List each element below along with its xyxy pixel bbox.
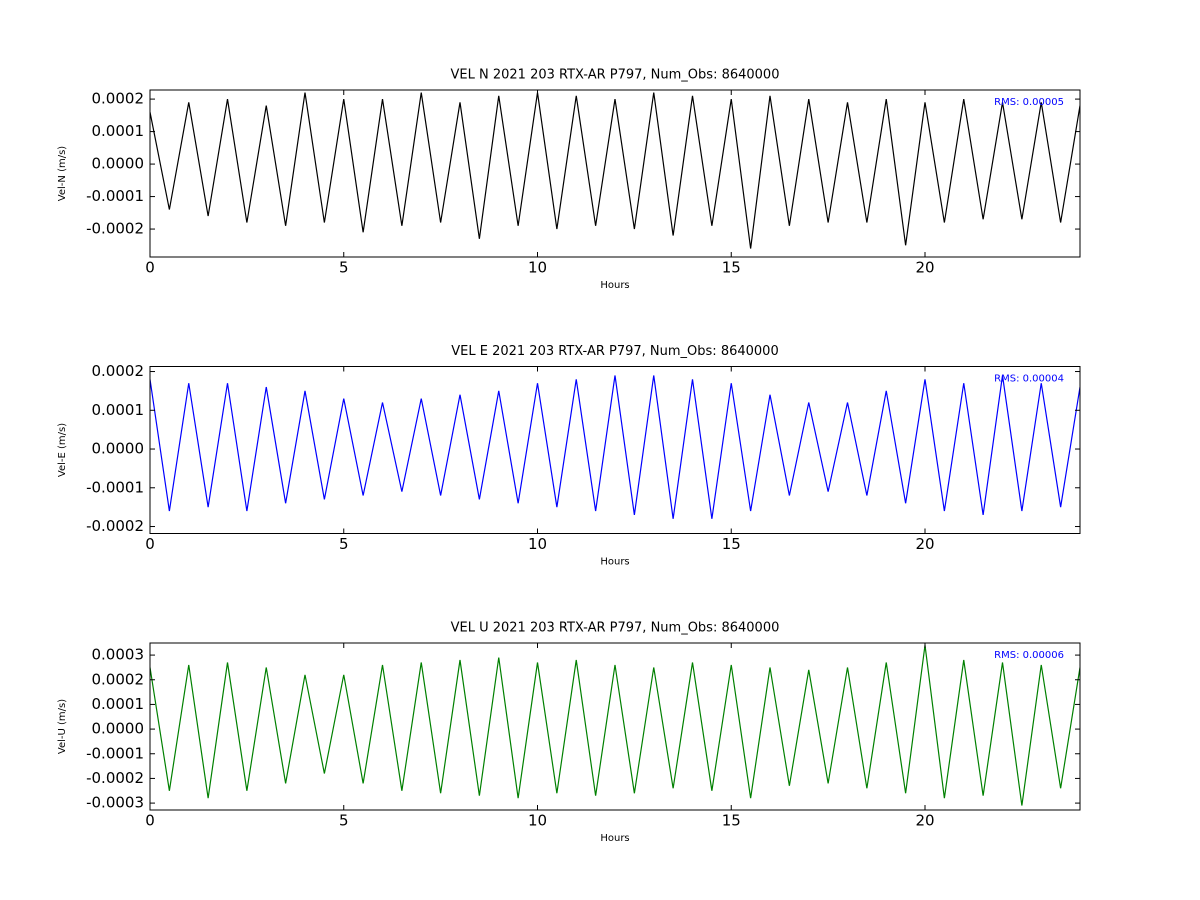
chart-title: VEL N 2021 203 RTX-AR P797, Num_Obs: 864… [451,68,780,83]
x-axis-label: Hours [600,833,629,844]
x-axis-label: Hours [600,557,629,568]
y-tick-label: 0.0001 [92,122,145,140]
x-tick-label: 20 [915,535,934,553]
rms-annotation: RMS: 0.00005 [994,97,1064,108]
y-tick-label: 0.0001 [92,695,145,713]
y-tick-label: 0.0000 [92,720,145,738]
x-tick-label: 0 [145,535,155,553]
axes-frame [149,366,1081,534]
x-tick-label: 20 [915,812,934,830]
data-line [150,645,1080,806]
chart-title: VEL U 2021 203 RTX-AR P797, Num_Obs: 864… [451,621,780,636]
y-tick-label: -0.0002 [86,769,144,787]
y-axis-label: Vel-E (m/s) [57,423,68,477]
rms-annotation: RMS: 0.00006 [994,650,1064,661]
y-tick-label: -0.0003 [86,794,144,812]
y-axis-label: Vel-N (m/s) [57,146,68,201]
y-tick-label: -0.0001 [86,478,144,496]
x-tick-label: 5 [339,812,349,830]
x-tick-label: 5 [339,259,349,277]
y-tick-label: 0.0002 [92,670,145,688]
x-tick-label: 10 [528,535,547,553]
axes-frame [149,89,1081,258]
y-tick-label: 0.0002 [92,362,145,380]
x-tick-label: 10 [528,259,547,277]
x-tick-label: 0 [145,812,155,830]
y-tick-label: 0.0003 [92,646,145,664]
y-tick-label: -0.0001 [86,187,144,205]
y-tick-label: 0.0000 [92,155,145,173]
data-line [150,92,1080,249]
x-tick-label: 15 [722,259,741,277]
x-tick-label: 0 [145,259,155,277]
x-tick-label: 5 [339,535,349,553]
rms-annotation: RMS: 0.00004 [994,374,1064,385]
y-axis-label: Vel-U (m/s) [57,699,68,754]
data-line [150,375,1080,519]
x-axis-label: Hours [600,280,629,291]
y-tick-label: -0.0002 [86,517,144,535]
y-tick-label: -0.0001 [86,744,144,762]
x-tick-label: 15 [722,812,741,830]
chart-title: VEL E 2021 203 RTX-AR P797, Num_Obs: 864… [451,344,778,359]
y-tick-label: -0.0002 [86,220,144,238]
axes-frame [149,642,1081,811]
x-tick-label: 15 [722,535,741,553]
y-tick-label: 0.0002 [92,90,145,108]
y-tick-label: 0.0000 [92,440,145,458]
y-tick-label: 0.0001 [92,401,145,419]
x-tick-label: 20 [915,259,934,277]
x-tick-label: 10 [528,812,547,830]
